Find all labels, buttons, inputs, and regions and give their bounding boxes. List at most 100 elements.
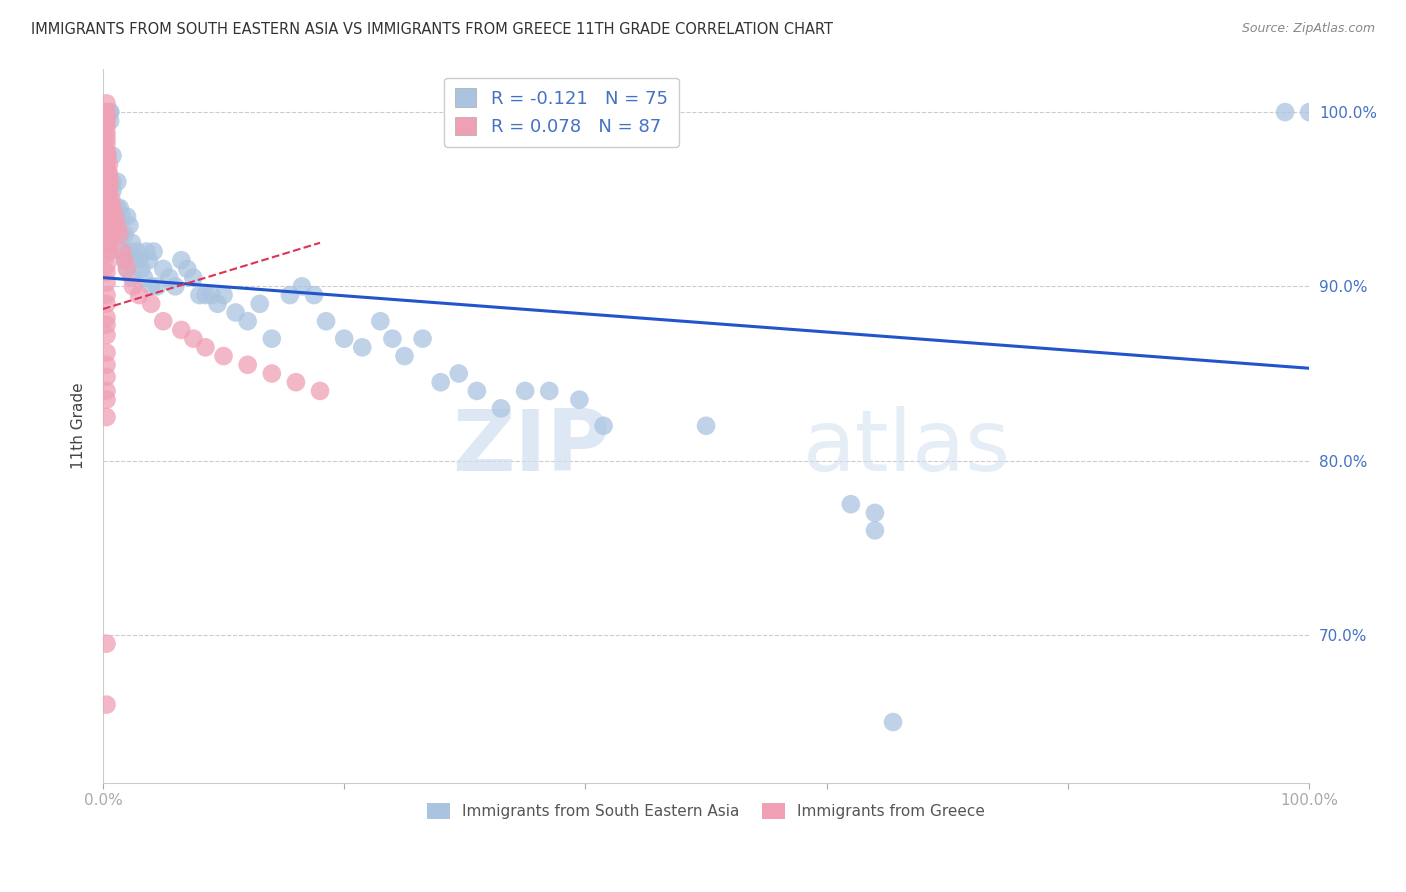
Point xyxy=(142,244,165,259)
Point xyxy=(98,201,121,215)
Point xyxy=(111,244,134,259)
Point xyxy=(96,136,118,151)
Point xyxy=(141,279,163,293)
Point xyxy=(108,227,131,241)
Text: IMMIGRANTS FROM SOUTH EASTERN ASIA VS IMMIGRANTS FROM GREECE 11TH GRADE CORRELAT: IMMIGRANTS FROM SOUTH EASTERN ASIA VS IM… xyxy=(31,22,832,37)
Point xyxy=(100,192,122,206)
Point xyxy=(96,392,118,407)
Point xyxy=(96,131,118,145)
Point xyxy=(118,219,141,233)
Point xyxy=(170,323,193,337)
Point xyxy=(114,253,136,268)
Point xyxy=(101,201,124,215)
Point xyxy=(96,384,118,398)
Point xyxy=(695,418,717,433)
Point xyxy=(115,261,138,276)
Point xyxy=(138,253,160,268)
Point xyxy=(96,297,118,311)
Point xyxy=(447,367,470,381)
Point xyxy=(592,418,614,433)
Point xyxy=(96,188,118,202)
Point xyxy=(118,244,141,259)
Point xyxy=(381,332,404,346)
Point xyxy=(98,219,121,233)
Point xyxy=(96,206,118,220)
Point xyxy=(1274,105,1296,120)
Point xyxy=(863,524,886,538)
Point xyxy=(97,210,120,224)
Point xyxy=(97,219,120,233)
Point xyxy=(96,153,118,168)
Point xyxy=(183,270,205,285)
Legend: Immigrants from South Eastern Asia, Immigrants from Greece: Immigrants from South Eastern Asia, Immi… xyxy=(420,797,991,825)
Point xyxy=(100,210,122,224)
Point xyxy=(394,349,416,363)
Point xyxy=(96,637,118,651)
Point xyxy=(260,367,283,381)
Point xyxy=(96,224,118,238)
Point xyxy=(284,375,307,389)
Point xyxy=(96,109,118,123)
Point xyxy=(97,219,120,233)
Point xyxy=(465,384,488,398)
Point xyxy=(225,305,247,319)
Point xyxy=(236,314,259,328)
Point xyxy=(302,288,325,302)
Point xyxy=(98,227,121,241)
Text: ZIP: ZIP xyxy=(451,406,610,489)
Point xyxy=(333,332,356,346)
Point xyxy=(105,201,128,215)
Point xyxy=(152,261,174,276)
Point xyxy=(98,175,121,189)
Text: Source: ZipAtlas.com: Source: ZipAtlas.com xyxy=(1241,22,1375,36)
Point xyxy=(97,149,120,163)
Point xyxy=(96,235,118,250)
Point xyxy=(152,314,174,328)
Point xyxy=(194,288,217,302)
Point xyxy=(122,253,145,268)
Point xyxy=(96,265,118,279)
Point xyxy=(96,310,118,325)
Point xyxy=(260,332,283,346)
Point xyxy=(96,241,118,255)
Point xyxy=(194,340,217,354)
Point xyxy=(352,340,374,354)
Point xyxy=(96,318,118,332)
Point xyxy=(96,166,118,180)
Point xyxy=(882,714,904,729)
Point xyxy=(98,210,121,224)
Point xyxy=(97,166,120,180)
Point xyxy=(212,349,235,363)
Point xyxy=(97,192,120,206)
Y-axis label: 11th Grade: 11th Grade xyxy=(72,383,86,469)
Point xyxy=(104,210,127,224)
Point xyxy=(97,235,120,250)
Point xyxy=(101,227,124,241)
Point xyxy=(121,270,143,285)
Point xyxy=(128,288,150,302)
Point xyxy=(170,253,193,268)
Point xyxy=(98,113,121,128)
Point xyxy=(96,149,118,163)
Point xyxy=(96,171,118,186)
Point xyxy=(97,201,120,215)
Point xyxy=(98,105,121,120)
Point xyxy=(146,279,169,293)
Point xyxy=(96,195,118,210)
Point xyxy=(96,370,118,384)
Point xyxy=(105,175,128,189)
Point xyxy=(105,219,128,233)
Point xyxy=(863,506,886,520)
Point xyxy=(135,244,157,259)
Point xyxy=(96,219,118,233)
Point xyxy=(115,210,138,224)
Point xyxy=(538,384,561,398)
Point xyxy=(114,253,136,268)
Point xyxy=(97,210,120,224)
Point xyxy=(96,288,118,302)
Point xyxy=(96,201,118,215)
Point xyxy=(104,210,127,224)
Point xyxy=(96,259,118,273)
Point xyxy=(236,358,259,372)
Point xyxy=(370,314,392,328)
